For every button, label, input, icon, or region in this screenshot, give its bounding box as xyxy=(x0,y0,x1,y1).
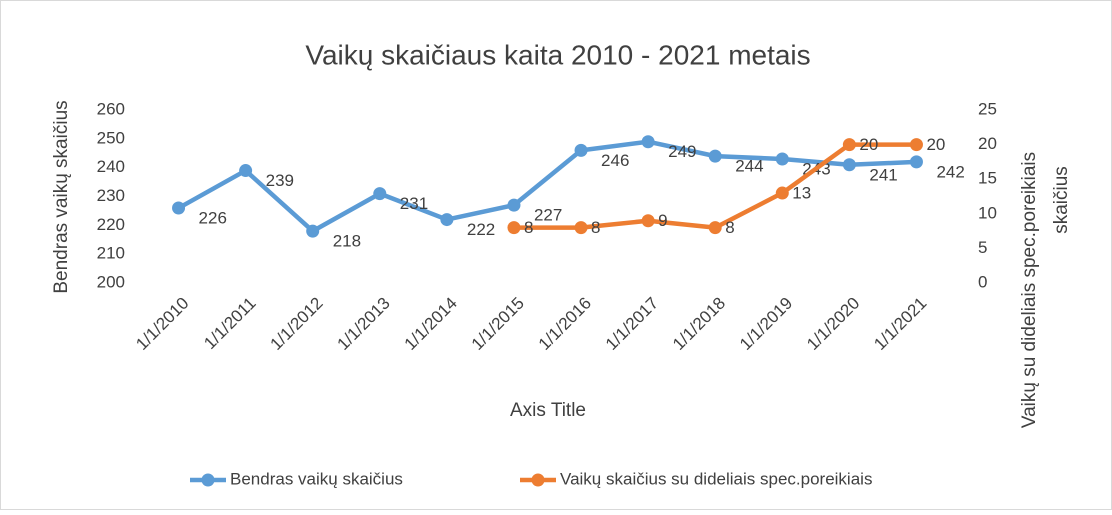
data-point xyxy=(775,152,789,166)
data-label: 227 xyxy=(534,206,562,225)
data-point xyxy=(641,135,655,149)
data-label: 244 xyxy=(735,157,763,176)
y-tick-label: 200 xyxy=(97,272,125,291)
y2-tick-label: 5 xyxy=(978,238,987,257)
y-tick-label: 250 xyxy=(97,128,125,147)
y2-tick-label: 20 xyxy=(978,134,997,153)
data-point xyxy=(574,221,588,235)
data-point xyxy=(507,221,521,235)
y-tick-label: 230 xyxy=(97,186,125,205)
y-tick-label: 240 xyxy=(97,157,125,176)
y2-tick-label: 0 xyxy=(978,272,987,291)
data-label: 242 xyxy=(936,162,964,181)
data-label: 249 xyxy=(668,142,696,161)
data-point xyxy=(239,164,253,178)
data-point xyxy=(574,143,588,157)
data-point xyxy=(842,158,856,172)
data-point xyxy=(373,187,387,201)
y-axis-title: Bendras vaikų skaičius xyxy=(51,100,72,293)
data-point xyxy=(507,198,521,212)
data-point xyxy=(641,214,655,228)
data-label: 8 xyxy=(725,218,734,237)
data-point xyxy=(909,155,923,169)
data-label: 226 xyxy=(199,209,227,228)
data-label: 241 xyxy=(869,165,897,184)
y2-tick-label: 10 xyxy=(978,203,997,222)
y2-tick-label: 15 xyxy=(978,169,997,188)
data-label: 218 xyxy=(333,232,361,251)
data-point xyxy=(909,138,923,152)
data-label: 239 xyxy=(266,171,294,190)
data-point xyxy=(842,138,856,152)
data-point xyxy=(708,221,722,235)
data-label: 8 xyxy=(591,218,600,237)
data-label: 9 xyxy=(658,211,667,230)
data-point xyxy=(172,201,186,215)
data-label: 246 xyxy=(601,151,629,170)
y2-axis-title: Vaikų su dideliais spec.poreikiais xyxy=(1019,152,1040,428)
legend-marker xyxy=(201,473,215,487)
y2-tick-label: 25 xyxy=(978,99,997,118)
data-point xyxy=(708,149,722,163)
data-point xyxy=(775,186,789,200)
chart-title: Vaikų skaičiaus kaita 2010 - 2021 metais xyxy=(305,39,810,70)
legend-marker xyxy=(531,473,545,487)
y-tick-label: 210 xyxy=(97,244,125,263)
y-tick-label: 220 xyxy=(97,215,125,234)
data-label: 231 xyxy=(400,194,428,213)
data-label: 8 xyxy=(524,218,533,237)
series-line xyxy=(177,139,917,234)
y2-axis-title: skaičius xyxy=(1051,166,1072,234)
data-point xyxy=(306,224,320,238)
legend-label: Vaikų skaičius su dideliais spec.poreiki… xyxy=(560,469,872,488)
x-axis-title: Axis Title xyxy=(510,400,586,421)
legend-label: Bendras vaikų skaičius xyxy=(230,469,403,488)
data-label: 13 xyxy=(792,184,811,203)
data-label: 222 xyxy=(467,220,495,239)
data-label: 20 xyxy=(926,135,945,154)
y-tick-label: 260 xyxy=(97,99,125,118)
data-point xyxy=(440,213,454,227)
data-label: 20 xyxy=(859,135,878,154)
